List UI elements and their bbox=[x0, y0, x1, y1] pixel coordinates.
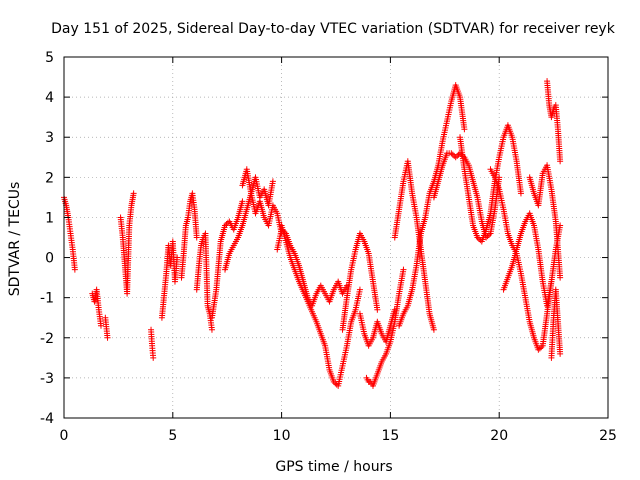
data-point bbox=[486, 231, 493, 238]
data-point bbox=[449, 151, 456, 158]
data-points bbox=[61, 78, 564, 389]
x-axis-tick-labels: 0 5 10 15 20 25 bbox=[60, 428, 617, 444]
y-tick-label: 0 bbox=[45, 251, 54, 267]
y-tick-label: 3 bbox=[45, 130, 54, 146]
data-point bbox=[557, 350, 564, 357]
data-point bbox=[97, 322, 104, 329]
data-point bbox=[557, 158, 564, 165]
data-point bbox=[535, 346, 542, 353]
data-point bbox=[452, 154, 459, 161]
x-tick-label: 10 bbox=[273, 428, 291, 444]
data-point bbox=[239, 198, 246, 205]
data-point bbox=[374, 306, 381, 313]
data-point bbox=[356, 286, 363, 293]
data-point bbox=[174, 254, 181, 261]
data-point bbox=[475, 235, 482, 242]
data-point bbox=[517, 190, 524, 197]
data-point bbox=[484, 233, 491, 240]
y-tick-label: 5 bbox=[45, 50, 54, 66]
data-point bbox=[454, 152, 461, 159]
x-tick-label: 25 bbox=[599, 428, 617, 444]
y-axis-tick-labels: -4 -3 -2 -1 0 1 2 3 4 5 bbox=[40, 50, 54, 427]
data-point bbox=[448, 150, 455, 157]
data-point bbox=[71, 266, 78, 273]
data-point bbox=[222, 222, 229, 229]
data-point bbox=[150, 354, 157, 361]
x-axis-label: GPS time / hours bbox=[275, 459, 392, 475]
y-tick-label: 2 bbox=[45, 170, 54, 186]
data-point bbox=[208, 326, 215, 333]
data-point bbox=[430, 326, 437, 333]
data-point bbox=[223, 221, 230, 228]
x-tick-label: 0 bbox=[60, 428, 69, 444]
data-point bbox=[474, 234, 481, 241]
data-point bbox=[461, 126, 468, 133]
y-tick-label: 1 bbox=[45, 210, 54, 226]
data-point bbox=[330, 378, 337, 385]
y-axis-label: SDTVAR / TECUs bbox=[7, 182, 23, 297]
y-tick-label: -2 bbox=[40, 331, 54, 347]
y-tick-label: -3 bbox=[40, 371, 54, 387]
data-point bbox=[193, 234, 200, 241]
data-point bbox=[557, 274, 564, 281]
plot-frame bbox=[63, 56, 609, 419]
grid-lines bbox=[64, 57, 608, 418]
data-point bbox=[538, 344, 545, 351]
data-point bbox=[130, 190, 137, 197]
data-point bbox=[536, 345, 543, 352]
axis-ticks bbox=[63, 56, 609, 419]
x-tick-label: 20 bbox=[490, 428, 508, 444]
x-tick-label: 15 bbox=[381, 428, 399, 444]
data-point bbox=[224, 219, 231, 226]
data-point bbox=[400, 266, 407, 273]
y-tick-label: -1 bbox=[40, 291, 54, 307]
chart-title: Day 151 of 2025, Sidereal Day-to-day VTE… bbox=[51, 21, 616, 37]
y-tick-label: -4 bbox=[40, 411, 54, 427]
x-tick-label: 5 bbox=[168, 428, 177, 444]
data-point bbox=[269, 178, 276, 185]
y-tick-label: 4 bbox=[45, 90, 54, 106]
data-point bbox=[104, 334, 111, 341]
